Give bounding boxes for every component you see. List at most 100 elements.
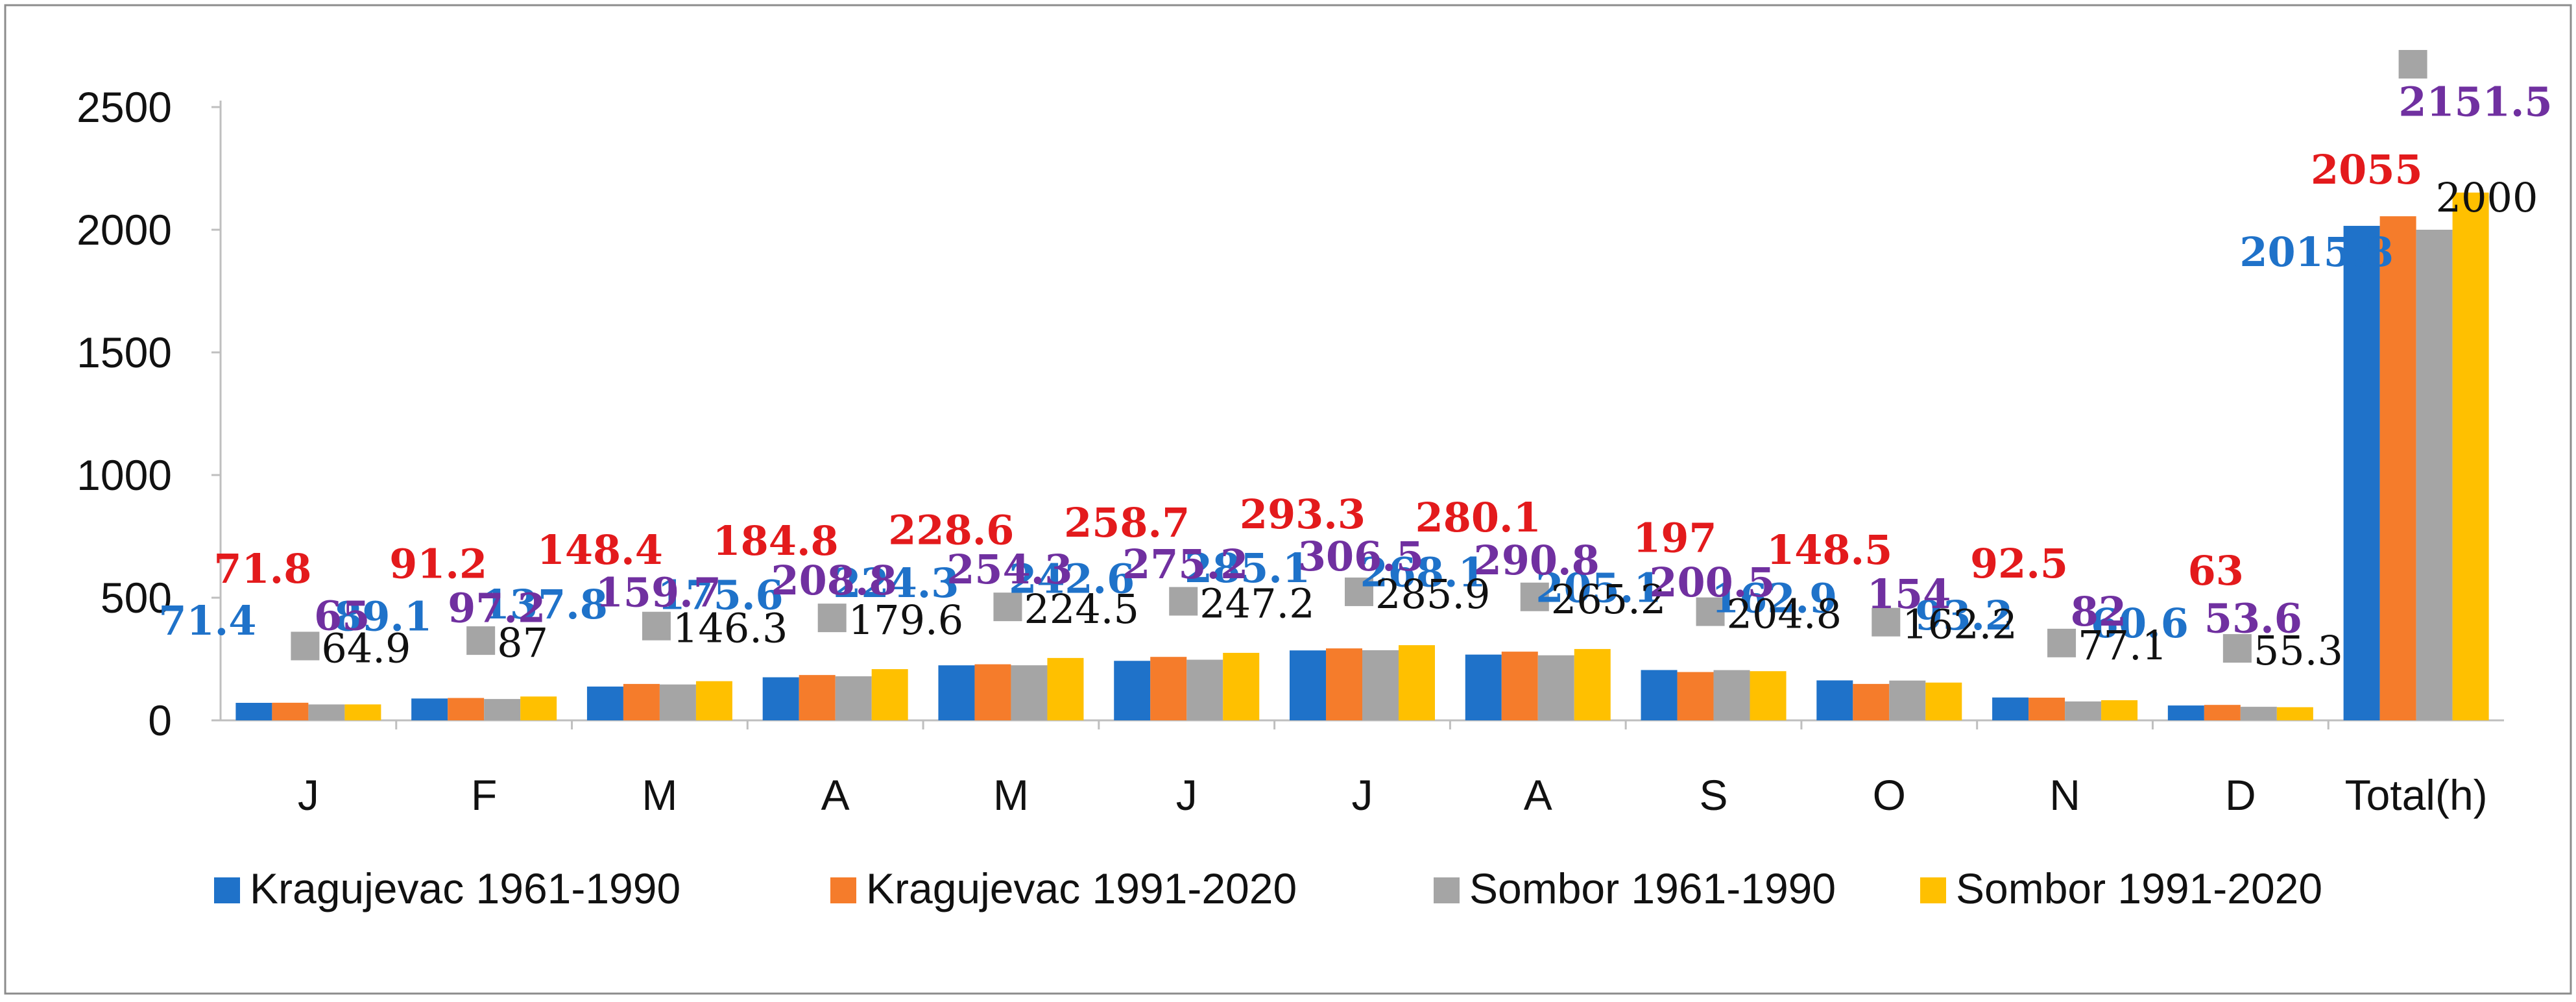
data-label: 293.3 xyxy=(1240,491,1366,538)
bar xyxy=(1399,645,1435,720)
data-label: 82 xyxy=(2071,588,2126,635)
data-label: 200.5 xyxy=(1649,559,1775,606)
y-tick-label: 0 xyxy=(148,696,172,744)
bar xyxy=(1186,659,1223,720)
data-label: 2000 xyxy=(2436,174,2538,221)
bar xyxy=(1011,665,1048,720)
data-label: 148.4 xyxy=(537,526,663,574)
bar xyxy=(448,698,485,720)
data-label: 55.3 xyxy=(2254,627,2343,674)
data-label: 162.9 xyxy=(1711,574,1837,622)
data-label: 224.3 xyxy=(833,559,959,607)
legend-label: Sombor 1961-1990 xyxy=(1469,864,1836,912)
value-marker xyxy=(1696,597,1725,626)
x-tick-label: F xyxy=(471,771,497,819)
data-label: 280.1 xyxy=(1415,494,1541,541)
bars xyxy=(235,192,2489,721)
value-marker xyxy=(1872,607,1901,637)
bar xyxy=(2416,230,2453,720)
bar xyxy=(1816,680,1853,720)
data-label: 175.6 xyxy=(658,572,784,619)
data-label: 208.8 xyxy=(771,557,897,604)
data-label: 60.6 xyxy=(2091,600,2189,647)
legend-label: Kragujevac 1991-2020 xyxy=(866,864,1297,912)
bar xyxy=(1750,671,1787,720)
bar xyxy=(938,665,975,720)
data-label: 93.2 xyxy=(1915,592,2013,639)
bar xyxy=(1150,657,1187,720)
value-marker xyxy=(1169,587,1198,616)
x-tick-label: Total(h) xyxy=(2345,771,2488,819)
x-tick-label: S xyxy=(1700,771,1728,819)
legend-label: Sombor 1991-2020 xyxy=(1956,864,2322,912)
bar xyxy=(871,669,908,720)
bar xyxy=(1574,649,1611,720)
bar xyxy=(659,684,696,720)
data-label: 63 xyxy=(2188,547,2244,594)
data-label: 285.9 xyxy=(1375,570,1491,618)
bar xyxy=(1501,652,1538,720)
bar xyxy=(835,676,872,720)
x-tick-label: J xyxy=(1176,771,1198,819)
data-label: 87 xyxy=(497,619,548,666)
value-marker xyxy=(2398,50,2427,79)
bar xyxy=(1223,652,1260,720)
value-markers xyxy=(291,50,2427,663)
data-label: 92.5 xyxy=(1970,540,2068,587)
data-label: 306.5 xyxy=(1298,533,1424,580)
value-marker xyxy=(993,593,1022,622)
value-marker xyxy=(642,611,671,641)
bar xyxy=(2065,701,2102,720)
bar xyxy=(1114,661,1151,720)
value-marker xyxy=(1520,582,1549,611)
data-label: 159.7 xyxy=(596,569,721,617)
x-tick-label: A xyxy=(821,771,850,819)
bar xyxy=(484,699,521,720)
value-marker xyxy=(2047,628,2076,657)
bar xyxy=(1641,670,1678,720)
data-label: 89.1 xyxy=(334,593,432,640)
data-label: 258.7 xyxy=(1064,499,1190,546)
bar xyxy=(1889,680,1926,720)
data-label: 53.6 xyxy=(2204,595,2302,642)
bar xyxy=(2204,705,2241,720)
data-label: 97.2 xyxy=(448,584,546,631)
data-label: 205.1 xyxy=(1535,564,1661,611)
y-tick-label: 1500 xyxy=(77,328,172,376)
value-marker xyxy=(817,604,847,633)
bar xyxy=(2240,707,2277,720)
data-label: 2055 xyxy=(2311,146,2423,193)
bar xyxy=(1853,683,1890,720)
bar xyxy=(1537,655,1574,720)
data-label: 179.6 xyxy=(849,596,964,644)
bar xyxy=(2276,707,2313,720)
bar xyxy=(520,696,557,720)
data-label: 148.5 xyxy=(1766,526,1892,574)
bar xyxy=(1677,672,1714,720)
bar xyxy=(974,664,1011,720)
bar xyxy=(2452,192,2489,720)
legend-swatch xyxy=(214,877,240,903)
bar xyxy=(235,703,272,720)
legend-swatch xyxy=(830,877,856,903)
bar xyxy=(272,702,309,720)
bar xyxy=(695,681,732,720)
data-label: 228.6 xyxy=(888,507,1014,554)
data-label: 275.2 xyxy=(1122,541,1248,588)
x-tick-label: M xyxy=(993,771,1029,819)
data-label: 2015.8 xyxy=(2239,228,2393,276)
bar xyxy=(2101,700,2138,720)
y-tick-label: 1000 xyxy=(77,451,172,499)
y-tick-label: 2500 xyxy=(77,83,172,131)
data-label: 247.2 xyxy=(1199,580,1315,628)
bar xyxy=(1925,682,1962,720)
x-tick-label: O xyxy=(1873,771,1906,819)
data-label: 2151.5 xyxy=(2398,79,2552,126)
bar xyxy=(308,704,345,720)
data-label: 71.8 xyxy=(213,545,311,593)
x-tick-label: M xyxy=(642,771,677,819)
data-label: 91.2 xyxy=(389,541,487,588)
data-label: 77.1 xyxy=(2078,622,2167,669)
